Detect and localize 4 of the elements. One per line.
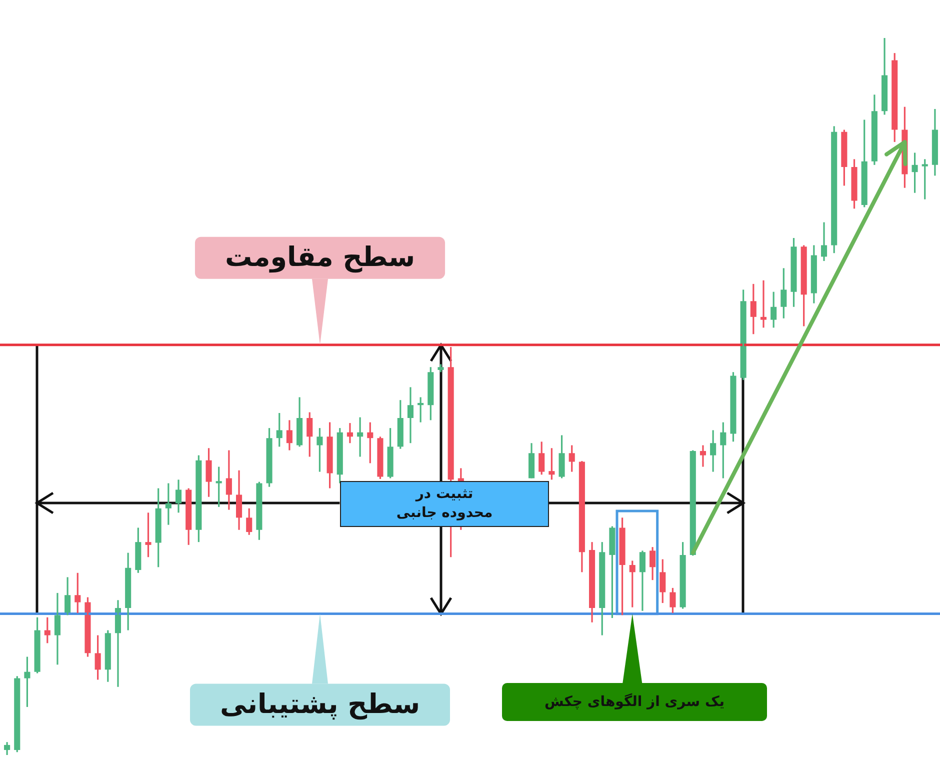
label-box: تثبیت در محدوده جانبی — [340, 481, 549, 527]
ref-line-label: سطح مقاومت — [224, 242, 416, 273]
ref-line-label: سطح پشتیبانی — [220, 688, 420, 720]
annotation: تثبیت در محدوده جانبی — [395, 485, 494, 523]
